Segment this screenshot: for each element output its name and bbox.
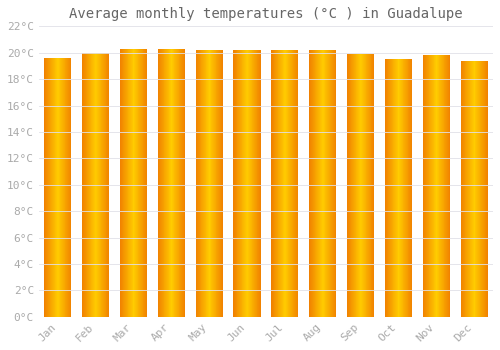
Title: Average monthly temperatures (°C ) in Guadalupe: Average monthly temperatures (°C ) in Gu… — [69, 7, 462, 21]
